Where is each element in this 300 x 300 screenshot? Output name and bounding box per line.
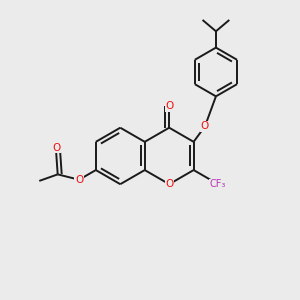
Text: O: O xyxy=(75,175,83,185)
Text: O: O xyxy=(201,122,209,131)
Text: CF₃: CF₃ xyxy=(209,179,226,189)
Text: O: O xyxy=(52,142,60,153)
Text: O: O xyxy=(165,179,173,189)
Text: O: O xyxy=(165,101,173,111)
